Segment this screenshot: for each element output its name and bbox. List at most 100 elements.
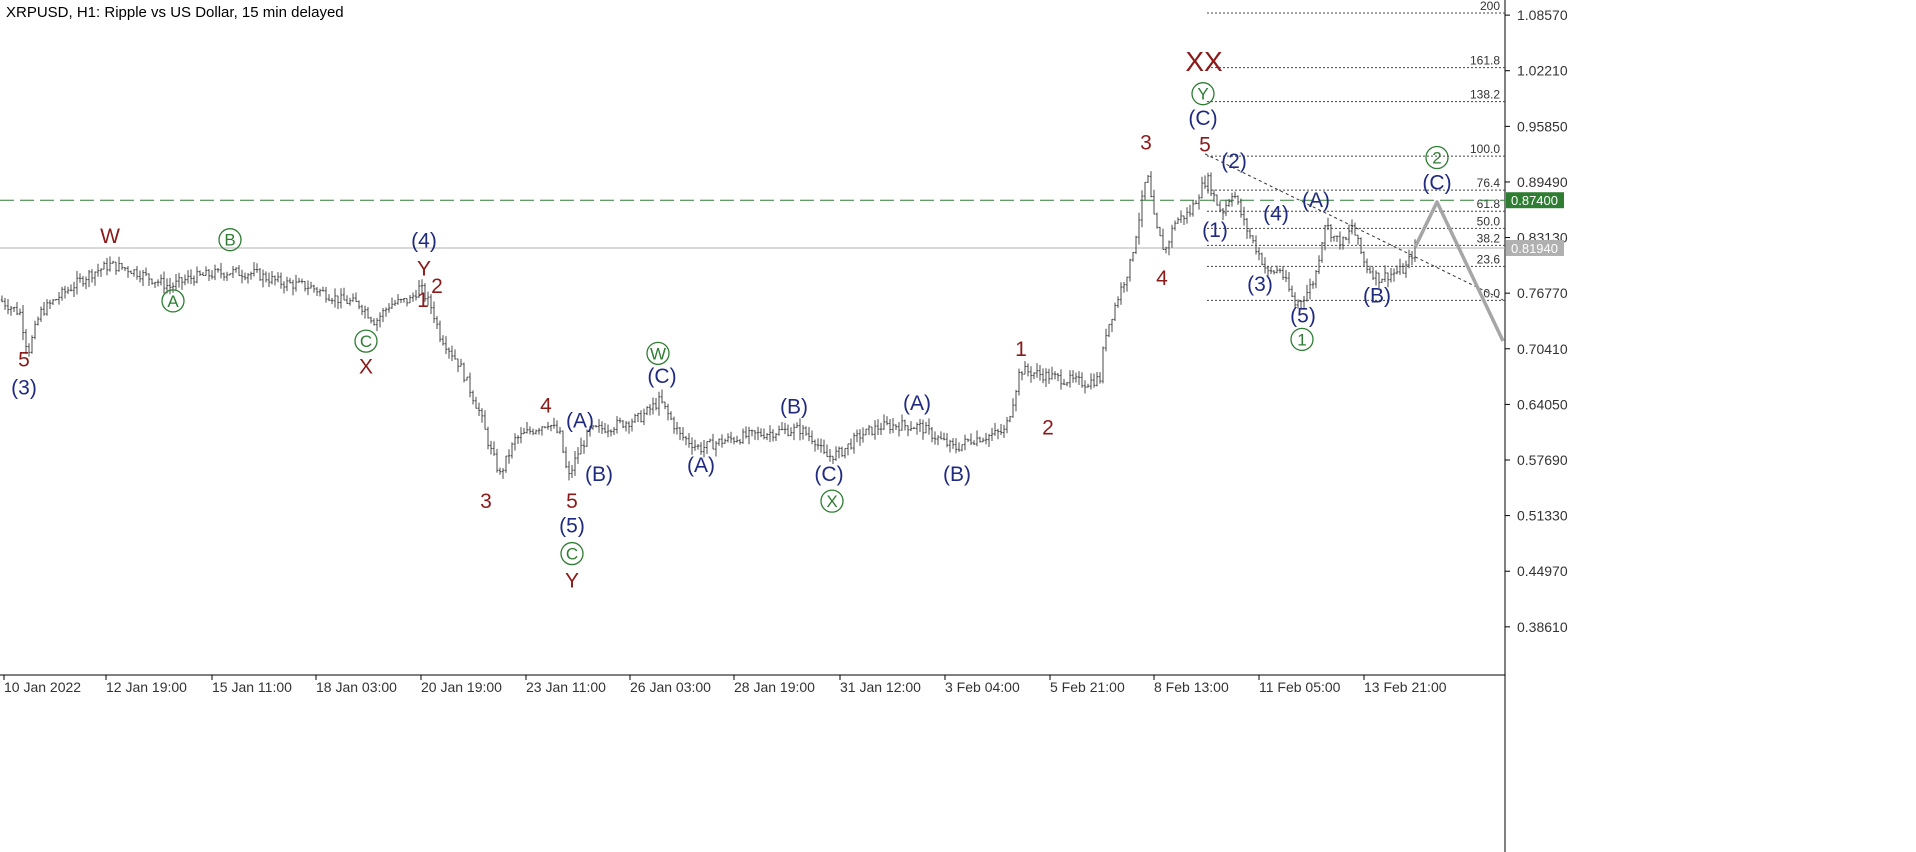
wave-label: (B) (585, 463, 613, 486)
descending-trend-line (1204, 153, 1504, 301)
x-tick-label: 12 Jan 19:00 (106, 679, 187, 695)
x-tick-label: 13 Feb 21:00 (1364, 679, 1447, 695)
wave-label-circle (560, 541, 584, 566)
wave-label: (A) (903, 392, 931, 415)
wave-label: (5) (1290, 305, 1316, 328)
wave-label: (2) (1221, 150, 1247, 173)
x-tick-label: 20 Jan 19:00 (421, 679, 502, 695)
wave-label-circle (820, 489, 844, 513)
wave-label: (4) (411, 229, 437, 252)
wave-label: 2 (1042, 417, 1054, 440)
wave-label: (B) (943, 463, 971, 486)
y-tick-label: 1.08570 (1517, 7, 1568, 23)
wave-label-text: X (826, 492, 837, 511)
x-tick-label: 3 Feb 04:00 (945, 679, 1020, 695)
wave-label-text: W (650, 344, 666, 363)
wave-label: W (646, 341, 670, 366)
wave-label: X (359, 355, 373, 378)
wave-label-text: W (100, 225, 120, 248)
wave-label-text: (2) (1221, 150, 1247, 173)
wave-label-text: 2 (1432, 149, 1441, 168)
wave-label-text: 3 (480, 490, 492, 513)
y-tick-label: 0.64050 (1517, 396, 1568, 412)
wave-label: 5 (1199, 133, 1211, 156)
wave-label: 5 (18, 348, 30, 371)
wave-label-text: Y (565, 570, 579, 593)
wave-label-text: 3 (1140, 132, 1152, 155)
wave-label: C (354, 329, 378, 353)
wave-label: (A) (687, 454, 715, 477)
wave-label-text: (B) (1363, 285, 1391, 308)
price-level-badge-label: 0.87400 (1511, 193, 1558, 208)
x-tick-label: 8 Feb 13:00 (1154, 679, 1229, 695)
wave-label-text: (B) (943, 463, 971, 486)
wave-label-text: (A) (903, 392, 931, 415)
wave-label: 1 (1290, 327, 1314, 352)
wave-label: 3 (1140, 132, 1152, 155)
candles (0, 171, 1417, 481)
wave-label: 4 (1156, 267, 1168, 290)
wave-label: C (560, 541, 584, 566)
x-tick-label: 15 Jan 11:00 (212, 679, 292, 695)
wave-label-text: (A) (1302, 189, 1330, 212)
wave-label-text: (B) (780, 396, 808, 419)
wave-label-text: (B) (585, 463, 613, 486)
wave-label: 3 (480, 490, 492, 513)
wave-label-text: (A) (566, 410, 594, 433)
wave-label-text: (5) (1290, 305, 1316, 328)
wave-label-text: 1 (1297, 330, 1306, 349)
wave-label-text: (C) (814, 463, 843, 486)
wave-label-text: 4 (1156, 267, 1168, 290)
wave-label: (C) (814, 463, 843, 486)
wave-label-text: (C) (1188, 107, 1217, 130)
trend-line (1204, 153, 1504, 301)
wave-label-text: Y (417, 257, 431, 280)
wave-label-text: B (224, 231, 235, 250)
wave-label-text: 2 (431, 275, 443, 298)
y-tick-label: 0.89490 (1517, 174, 1568, 190)
x-tick-label: 10 Jan 2022 (4, 679, 81, 695)
wave-labels: 5(3)WABCX(4)Y2134(A)(B)5(5)CYW(C)(A)(B)(… (11, 46, 1451, 593)
fib-level-label: 138.2 (1470, 88, 1500, 102)
x-tick-label: 26 Jan 03:00 (630, 679, 711, 695)
price-level-badge (1506, 239, 1564, 256)
wave-label-circle (218, 228, 242, 252)
wave-label-text: C (566, 545, 578, 564)
wave-label: Y (1191, 82, 1215, 106)
wave-label: (3) (1247, 273, 1273, 296)
wave-label-text: Y (1197, 85, 1208, 104)
wave-label-text: 5 (1199, 133, 1211, 156)
wave-label-text: (A) (687, 454, 715, 477)
y-tick-label: 0.44970 (1517, 563, 1568, 579)
wave-label: W (100, 225, 120, 248)
fib-level-label: 50.0 (1477, 214, 1501, 228)
horizontal-price-lines (0, 199, 1505, 249)
wave-label: Y (417, 257, 431, 280)
wave-label-text: XX (1185, 46, 1223, 77)
wave-label-circle (1290, 327, 1314, 352)
wave-label-text: 1 (1015, 338, 1027, 361)
fib-level-label: 161.8 (1470, 54, 1500, 68)
wave-label: (4) (1263, 202, 1289, 225)
x-tick-label: 18 Jan 03:00 (316, 679, 397, 695)
time-axis: 10 Jan 2022 12 Jan 19:00 15 Jan 11:00 18 Ja… (3, 675, 1447, 695)
wave-label: (3) (11, 376, 37, 399)
x-tick-label: 31 Jan 12:00 (840, 679, 921, 695)
fib-level-label: 23.6 (1477, 252, 1501, 266)
x-tick-label: 23 Jan 11:00 (526, 679, 606, 695)
chart-frame (0, 0, 1506, 852)
wave-label: (C) (1188, 107, 1217, 130)
wave-label: (B) (1363, 285, 1391, 308)
y-tick-label: 0.57690 (1517, 452, 1568, 468)
y-tick-label: 0.76770 (1517, 285, 1568, 301)
wave-label: X (820, 489, 844, 513)
wave-label-text: C (360, 332, 372, 351)
wave-label-text: (3) (1247, 273, 1273, 296)
wave-label: 4 (540, 395, 552, 418)
wave-label: 5 (566, 490, 578, 513)
projected-wave-path (1413, 200, 1505, 342)
wave-label-text: (4) (1263, 202, 1289, 225)
fib-level-label: 38.2 (1477, 231, 1501, 245)
wave-label-circle (161, 289, 185, 313)
